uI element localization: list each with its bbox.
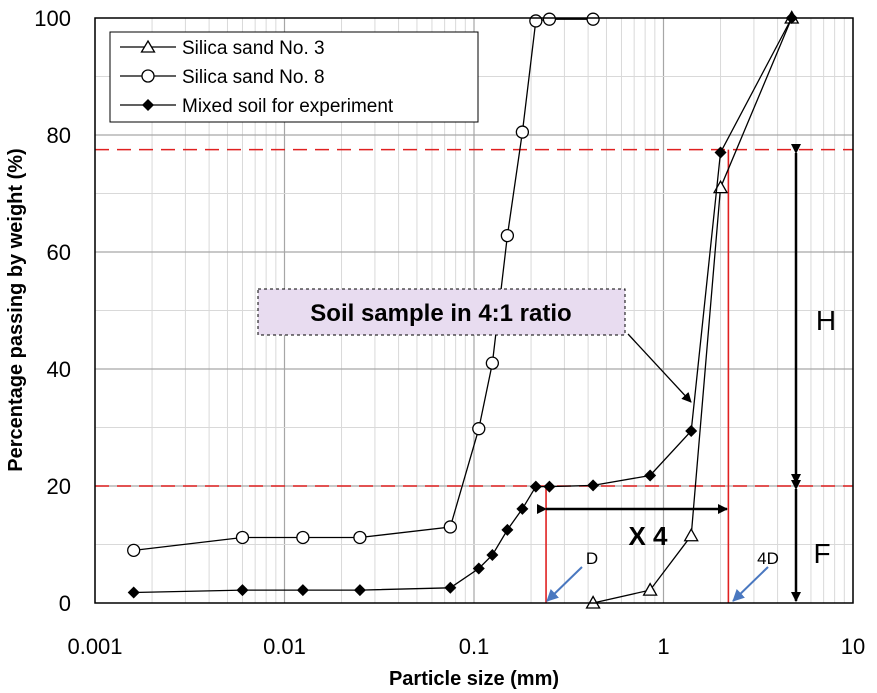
legend-label: Silica sand No. 8 xyxy=(182,67,325,88)
f-label: F xyxy=(813,538,830,569)
data-point xyxy=(485,356,500,370)
data-point xyxy=(235,530,250,545)
data-point xyxy=(685,425,698,438)
y-axis-title: Percentage passing by weight (%) xyxy=(5,148,27,471)
data-point xyxy=(236,584,249,597)
legend-entry-silica-3: Silica sand No. 3 xyxy=(120,38,325,59)
data-point xyxy=(501,523,514,536)
diamond-marker-icon xyxy=(142,99,154,111)
data-point xyxy=(443,520,457,534)
y-tick-labels: 0 20 40 60 80 100 xyxy=(34,6,71,616)
data-point xyxy=(642,582,658,596)
legend-entry-mixed-soil: Mixed soil for experiment xyxy=(120,96,394,117)
x-tick-labels: 0.001 0.01 0.1 1 10 xyxy=(67,634,865,659)
x-tick-label: 1 xyxy=(657,634,669,659)
x-tick-label: 0.001 xyxy=(67,634,122,659)
data-point xyxy=(472,422,486,436)
annotations: Soil sample in 4:1 ratio H F X 4 D 4D xyxy=(257,144,836,602)
data-point xyxy=(296,530,310,545)
data-point xyxy=(587,479,600,492)
y-tick-label: 40 xyxy=(47,357,71,382)
legend: Silica sand No. 3 Silica sand No. 8 Mixe… xyxy=(109,31,479,123)
data-point xyxy=(127,543,141,557)
y-tick-label: 100 xyxy=(34,6,71,31)
legend-entry-silica-8: Silica sand No. 8 xyxy=(120,67,325,88)
y-tick-label: 60 xyxy=(47,240,71,265)
d-label: D xyxy=(586,549,598,568)
ratio-label: X 4 xyxy=(628,521,668,551)
ratio-callout-box xyxy=(257,288,626,336)
data-point xyxy=(500,228,515,243)
series-circle xyxy=(127,12,600,557)
data-point xyxy=(472,562,485,575)
x-tick-label: 0.01 xyxy=(263,634,306,659)
h-label: H xyxy=(816,305,836,336)
data-point xyxy=(296,584,309,597)
data-point xyxy=(444,581,457,594)
data-point xyxy=(714,146,727,159)
y-tick-label: 80 xyxy=(47,123,71,148)
data-point xyxy=(586,12,600,26)
legend-label: Mixed soil for experiment xyxy=(182,96,394,117)
data-point xyxy=(486,549,499,562)
d-arrow xyxy=(546,566,583,602)
x-tick-label: 0.1 xyxy=(459,634,490,659)
series-layer xyxy=(127,10,800,609)
series-diamond xyxy=(127,12,798,599)
circle-marker-icon xyxy=(141,69,155,83)
d4-arrow xyxy=(732,566,769,602)
x-axis-title: Particle size (mm) xyxy=(389,668,559,690)
data-point xyxy=(516,502,529,515)
data-point xyxy=(529,14,543,28)
data-point xyxy=(515,125,530,139)
x-tick-label: 10 xyxy=(841,634,865,659)
data-point xyxy=(127,586,140,599)
callout-arrow xyxy=(627,333,692,403)
d4-label: 4D xyxy=(757,549,779,568)
data-point xyxy=(353,584,366,597)
ratio-callout-label: Soil sample in 4:1 ratio xyxy=(310,300,571,327)
series-line xyxy=(133,17,793,594)
data-point xyxy=(644,469,657,482)
data-point xyxy=(353,530,367,545)
plot-frame xyxy=(94,17,854,604)
data-point xyxy=(542,12,557,26)
y-tick-label: 20 xyxy=(47,474,71,499)
legend-label: Silica sand No. 3 xyxy=(182,38,325,59)
data-point xyxy=(683,527,699,542)
triangle-marker-icon xyxy=(140,39,156,53)
data-point xyxy=(543,480,556,493)
data-point xyxy=(529,480,542,493)
y-tick-label: 0 xyxy=(59,591,71,616)
